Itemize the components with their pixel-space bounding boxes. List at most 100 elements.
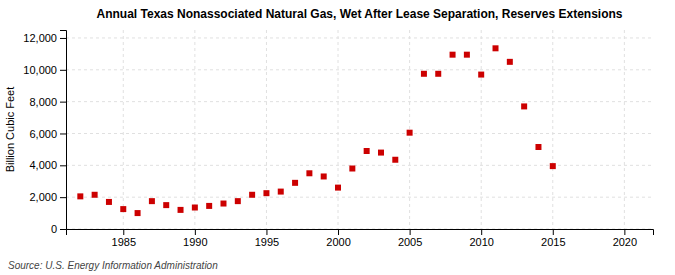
point [407,130,413,136]
x-tick: 2020 [613,229,637,248]
point [149,198,155,204]
y-tick-mark [60,38,66,39]
point [550,163,556,169]
x-tick-mark [123,229,124,235]
x-tick: 2010 [469,229,493,248]
y-tick-label: 4,000 [29,159,57,171]
grid-line-y [66,69,653,70]
point [478,72,484,78]
y-tick-mark [60,165,66,166]
x-tick: 1995 [255,229,279,248]
point [235,198,241,204]
point [335,185,341,191]
point [206,203,212,209]
point [435,71,441,77]
x-axis-line [67,230,654,236]
x-tick-mark [338,229,339,235]
x-tick: 2015 [541,229,565,248]
x-tick-mark [266,229,267,235]
point [392,157,398,163]
source-note: Source: U.S. Energy Information Administ… [8,260,218,271]
title: Annual Texas Nonassociated Natural Gas, … [97,7,623,21]
point [521,103,527,109]
y-tick: 0 [51,223,66,235]
point [507,59,513,65]
grid-line-x [552,30,553,229]
y-tick: 10,000 [23,64,66,76]
point [106,199,112,205]
x-tick: 2005 [398,229,422,248]
point [278,189,284,195]
y-tick: 2,000 [29,191,66,203]
grid-line-x [123,30,124,229]
x-tick: 1985 [112,229,136,248]
y-tick-label: 10,000 [23,64,57,76]
x-tick-label: 2000 [326,236,350,248]
point [263,190,269,196]
point [178,207,184,213]
y-tick-label: 2,000 [29,191,57,203]
point [120,206,126,212]
y-tick-label: 12,000 [23,32,57,44]
point [378,150,384,156]
grid-line-y [66,37,653,38]
point [321,173,327,179]
x-tick-label: 2010 [469,236,493,248]
grid-line-y [66,101,653,102]
x-tick-label: 2020 [613,236,637,248]
point [450,52,456,58]
point [249,192,255,198]
x-tick-mark [410,229,411,235]
y-tick-mark [60,133,66,134]
point [349,166,355,172]
x-tick-mark [481,229,482,235]
y-tick-mark [60,229,66,230]
y-tick-label: 0 [51,223,57,235]
grid-line-x [266,30,267,229]
x-tick-label: 1995 [255,236,279,248]
x-tick-mark [195,229,196,235]
grid-line-x [409,30,410,229]
y-tick-label: 6,000 [29,128,57,140]
x-tick-label: 2005 [398,236,422,248]
y-axis-line [60,31,67,230]
x-tick-label: 1985 [112,236,136,248]
x-tick-mark [553,229,554,235]
point [92,192,98,198]
point [163,202,169,208]
x-tick: 2000 [326,229,350,248]
grid-line-y [66,197,653,198]
grid-line-x [194,30,195,229]
points [77,45,555,216]
point [292,180,298,186]
y-tick: 4,000 [29,159,66,171]
y-tick-mark [60,102,66,103]
point [220,201,226,207]
grid-line-x [338,30,339,229]
point [535,144,541,150]
point [421,71,427,77]
y-axis-title: Billion Cubic Feet [4,87,16,173]
x-tick-label: 2015 [541,236,565,248]
y-tick: 12,000 [23,32,66,44]
point [135,210,141,216]
grid-line-x [624,30,625,229]
point [364,148,370,154]
grid-line-x [481,30,482,229]
point [464,52,470,58]
point [192,205,198,211]
grid-line-y [66,165,653,166]
x-axis: 1985 1990 1995 2000 2005 2010 2015 2020 [67,229,654,248]
x-tick-mark [624,229,625,235]
y-tick-label: 8,000 [29,96,57,108]
grid [66,30,653,229]
y-tick-mark [60,197,66,198]
point [77,193,83,199]
y-tick: 6,000 [29,128,66,140]
y-tick-mark [60,70,66,71]
y-axis: 0 2,000 4,000 6,000 8,000 10,000 12,000 [23,31,66,236]
point [306,170,312,176]
x-tick: 1990 [183,229,207,248]
x-tick-label: 1990 [183,236,207,248]
point [493,45,499,51]
